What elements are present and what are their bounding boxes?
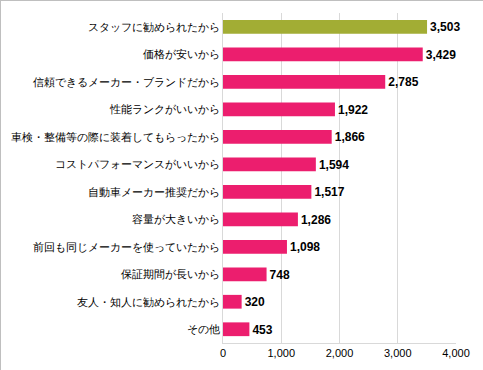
svg-text:1,098: 1,098: [290, 240, 320, 254]
svg-text:3,503: 3,503: [430, 20, 460, 34]
svg-text:748: 748: [270, 268, 290, 282]
svg-text:320: 320: [245, 295, 265, 309]
svg-text:1,517: 1,517: [314, 185, 344, 199]
svg-text:3,429: 3,429: [426, 48, 456, 62]
svg-text:1,286: 1,286: [301, 213, 331, 227]
svg-text:1,000: 1,000: [267, 347, 295, 359]
svg-text:453: 453: [252, 323, 272, 337]
svg-text:3,000: 3,000: [384, 347, 412, 359]
svg-text:コストパフォーマンスがいいから: コストパフォーマンスがいいから: [55, 158, 220, 170]
svg-text:友人・知人に勧められたから: 友人・知人に勧められたから: [77, 296, 220, 308]
svg-text:その他: その他: [187, 323, 220, 335]
svg-text:信頼できるメーカー・ブランドだから: 信頼できるメーカー・ブランドだから: [33, 76, 220, 88]
svg-text:性能ランクがいいから: 性能ランクがいいから: [109, 103, 220, 115]
svg-text:スタッフに勧められたから: スタッフに勧められたから: [88, 21, 220, 33]
svg-text:1,866: 1,866: [335, 130, 365, 144]
svg-text:2,785: 2,785: [388, 75, 418, 89]
svg-text:1,594: 1,594: [319, 158, 349, 172]
svg-text:1,922: 1,922: [338, 103, 368, 117]
svg-text:2,000: 2,000: [326, 347, 354, 359]
svg-text:価格が安いから: 価格が安いから: [143, 48, 220, 60]
svg-text:4,000: 4,000: [442, 347, 470, 359]
svg-text:自動車メーカー推奨だから: 自動車メーカー推奨だから: [88, 186, 220, 198]
svg-text:前回も同じメーカーを使っていたから: 前回も同じメーカーを使っていたから: [33, 241, 220, 253]
svg-text:保証期間が長いから: 保証期間が長いから: [121, 268, 220, 280]
svg-text:0: 0: [220, 347, 226, 359]
svg-text:容量が大きいから: 容量が大きいから: [132, 213, 220, 225]
svg-text:車検・整備等の際に装着してもらったから: 車検・整備等の際に装着してもらったから: [11, 131, 220, 143]
